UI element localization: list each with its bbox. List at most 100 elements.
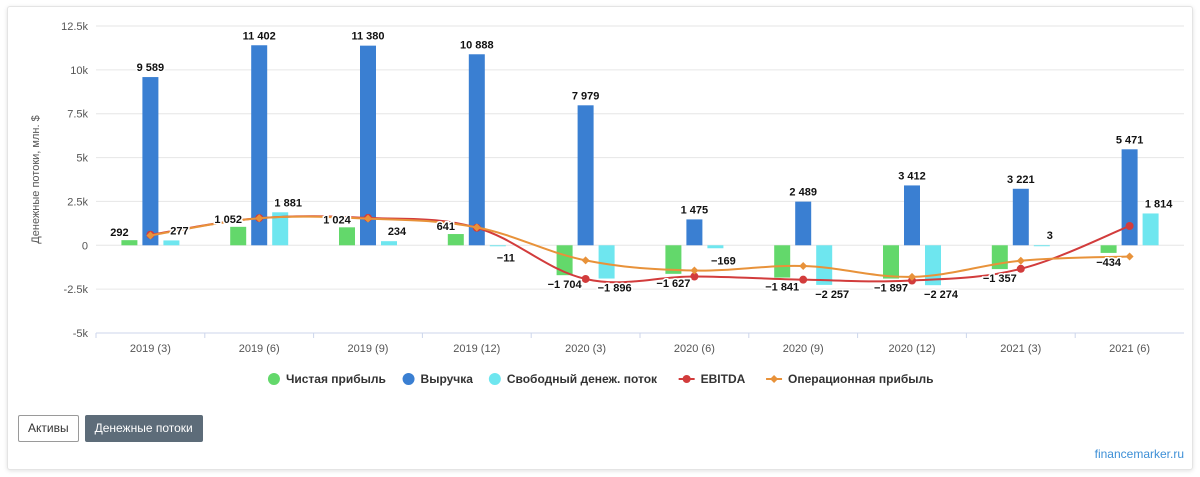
bar-fcf [816,245,833,285]
cashflow-button[interactable]: Денежные потоки [84,415,203,442]
bar-net-income [774,245,791,278]
data-label-revenue: 11 402 [243,30,276,42]
y-axis-label: Денежные потоки, млн. $ [30,115,42,243]
bar-net-income [883,245,899,279]
x-tick-label: 2019 (9) [348,343,389,355]
x-tick-label: 2019 (12) [453,343,500,355]
bar-fcf [163,240,180,246]
bar-net-income [230,226,247,246]
chart-card: -5k -2.5k 0 2.5k 5k 7.5k 10k 12.5k Денежные пото… [7,6,1193,470]
bar-revenue [577,105,594,246]
ebitda-point [1016,264,1025,273]
data-label-net-income: 1 052 [214,214,242,226]
data-label-revenue: 2 489 [789,187,817,199]
data-label-net-income: −1 627 [656,278,690,290]
operating-profit-point [690,266,699,275]
operating-profit-point [799,261,808,270]
data-label-revenue: 3 221 [1007,174,1035,186]
legend-item[interactable]: Чистая прибыль [267,372,386,386]
legend-label: Свободный денеж. поток [507,372,658,386]
y-tick-label: -5k [73,328,89,340]
bar-revenue [360,45,376,246]
x-tick-label: 2020 (12) [888,343,935,355]
ebitda-point [1125,221,1134,230]
data-label-revenue: 1 475 [681,204,709,216]
data-label-net-income: −1 897 [874,283,908,295]
chart-switcher: Активы Денежные потоки [18,415,203,442]
operating-profit-point [1016,256,1025,265]
data-label-net-income: 1 024 [323,214,351,226]
data-label-fcf: −1 896 [598,283,632,295]
y-tick-label: 5k [76,153,88,165]
legend-label: Выручка [421,372,474,386]
legend-swatch [402,373,415,385]
legend-label: EBITDA [701,372,746,386]
assets-button[interactable]: Активы [18,415,79,442]
legend-item[interactable]: EBITDA [678,372,746,386]
operating-profit-point [255,214,264,223]
bar-revenue [1121,149,1138,246]
data-label-net-income: −434 [1096,257,1122,269]
data-label-revenue: 3 412 [898,170,926,182]
data-label-fcf: 234 [388,226,407,238]
data-label-fcf: 1 881 [274,197,302,209]
bar-revenue [904,185,920,246]
bar-net-income [665,245,682,274]
y-tick-label: 0 [82,240,88,252]
data-label-fcf: −2 257 [815,289,849,301]
operating-profit-point [364,214,372,223]
legend-marker [770,375,779,383]
x-tick-label: 2019 (3) [130,343,171,355]
bar-fcf [381,241,397,246]
y-tick-label: 12.5k [61,21,88,33]
x-tick-label: 2021 (3) [1000,343,1041,355]
data-label-fcf: 3 [1047,230,1053,242]
bar-net-income [991,245,1008,270]
data-label-net-income: 641 [437,221,455,233]
data-label-revenue: 9 589 [137,62,165,74]
ebitda-point [799,275,808,284]
bar-revenue [795,201,812,246]
bar-revenue [142,77,159,246]
bar-revenue [686,219,703,246]
bar-fcf [1033,245,1050,247]
data-label-net-income: 292 [110,227,128,239]
bar-net-income [556,245,573,276]
data-label-fcf: −169 [711,255,736,267]
legend-item[interactable]: Выручка [402,372,474,386]
bar-net-income [1100,245,1117,253]
data-label-revenue: 10 888 [460,39,494,51]
legend-label: Чистая прибыль [286,372,386,386]
data-label-revenue: 11 380 [351,31,384,43]
brand-link[interactable]: financemarker.ru [1094,447,1184,461]
bar-fcf [598,245,615,279]
bar-net-income [447,234,464,246]
data-label-revenue: 5 471 [1116,134,1144,146]
bar-fcf [489,245,506,247]
legend-swatch [267,373,280,385]
legend-label: Операционная прибыль [788,372,933,386]
x-tick-label: 2019 (6) [239,343,280,355]
ebitda-point [581,274,590,283]
ebitda-point [690,272,699,281]
data-label-fcf: 277 [170,225,188,237]
operating-profit-point [472,223,481,232]
x-tick-label: 2020 (9) [783,343,824,355]
bar-fcf [1142,213,1159,246]
legend-swatch [488,373,501,385]
data-label-revenue: 7 979 [572,90,600,102]
y-tick-label: 10k [70,65,88,77]
bar-net-income [339,227,355,246]
legend-marker [682,375,691,383]
bar-fcf [707,245,724,249]
operating-profit-point [146,231,155,240]
x-tick-label: 2020 (6) [674,343,715,355]
data-label-fcf: −11 [497,252,515,264]
y-tick-label: 7.5k [67,109,88,121]
data-label-fcf: −2 274 [924,289,959,301]
y-tick-label: -2.5k [64,284,89,296]
data-label-net-income: −1 357 [983,273,1017,285]
legend-item[interactable]: Свободный денеж. поток [488,372,658,386]
legend-item[interactable]: Операционная прибыль [766,372,934,386]
y-tick-label: 2.5k [67,196,88,208]
